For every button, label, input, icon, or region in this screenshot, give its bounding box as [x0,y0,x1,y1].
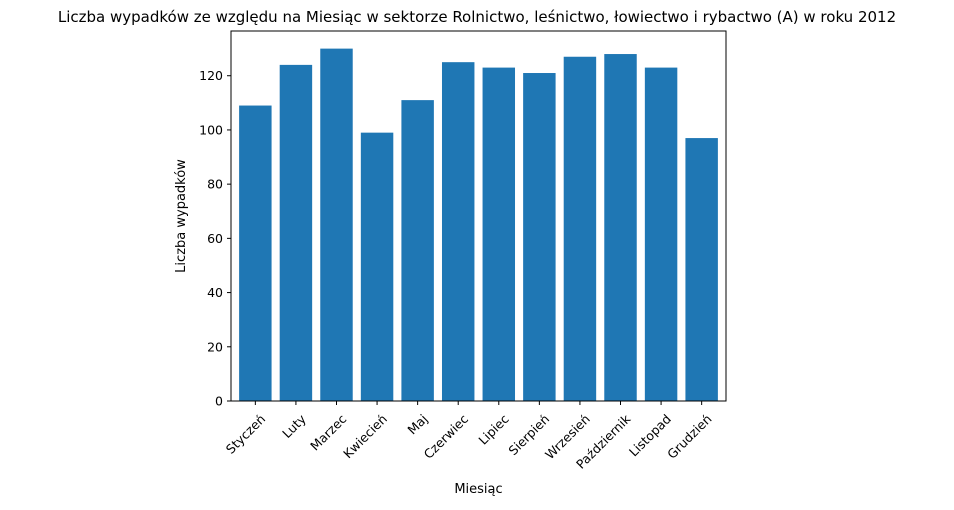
y-tick-label-4: 80 [207,177,223,192]
chart-title: Liczba wypadków ze względu na Miesiąc w … [58,8,896,26]
bar-4 [401,100,434,401]
y-tick-label-6: 120 [199,68,223,83]
y-axis: 0 20 40 60 80 100 120 [199,68,231,409]
y-tick-label-3: 60 [207,231,223,246]
y-tick-label-2: 40 [207,285,223,300]
y-tick-label-0: 0 [215,394,223,409]
bar-5 [441,62,475,402]
bar-6 [482,67,516,401]
x-tick-label-6: Lipiec [475,411,511,447]
bar-3 [360,132,394,401]
bar-10 [644,67,678,401]
bar-1 [279,64,313,401]
x-tick-label-4: Maj [404,411,430,437]
bar-11 [685,138,718,402]
x-axis-label: Miesiąc [454,482,502,497]
x-tick-label-11: Grudzień [664,411,714,461]
bar-7 [523,73,556,401]
x-tick-label-1: Luty [279,411,309,441]
y-axis-label: Liczba wypadków [174,159,189,273]
x-tick-label-0: Styczeń [223,411,268,456]
bar-8 [563,56,597,401]
bar-9 [604,54,637,402]
y-tick-label-5: 100 [199,122,223,137]
x-tick-label-5: Czerwiec [421,411,472,462]
bars [239,48,718,402]
plot-frame [230,30,727,402]
x-tick-label-3: Kwiecień [340,411,390,461]
y-tick-label-1: 20 [207,339,223,354]
bar-0 [239,105,272,402]
bar-2 [320,48,353,401]
